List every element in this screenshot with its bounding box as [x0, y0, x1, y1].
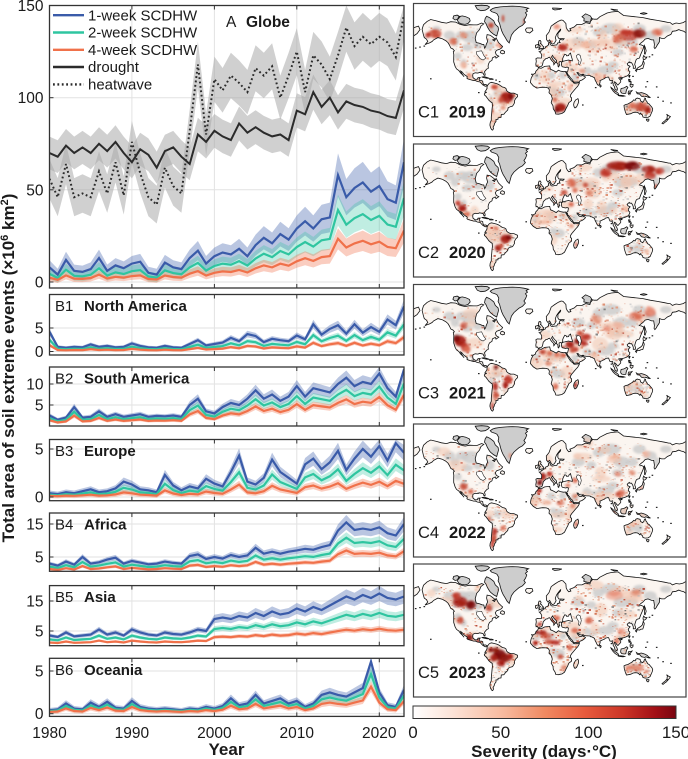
svg-text:0: 0	[408, 723, 417, 742]
svg-text:0: 0	[35, 275, 44, 292]
svg-text:2000: 2000	[197, 725, 232, 742]
svg-text:1990: 1990	[115, 725, 150, 742]
svg-text:Severity (days·°C): Severity (days·°C)	[471, 742, 617, 759]
svg-text:15: 15	[26, 517, 43, 534]
svg-text:1980: 1980	[32, 725, 67, 742]
svg-text:0: 0	[35, 344, 44, 361]
svg-text:B4: B4	[55, 517, 73, 534]
svg-text:10: 10	[26, 377, 44, 394]
svg-text:5: 5	[35, 664, 44, 681]
svg-text:2-week SCDHW: 2-week SCDHW	[88, 25, 198, 42]
svg-text:2019: 2019	[449, 104, 486, 122]
svg-text:heatwave: heatwave	[88, 77, 152, 94]
svg-text:4-week SCDHW: 4-week SCDHW	[88, 42, 198, 59]
svg-text:5: 5	[35, 550, 44, 567]
svg-text:C2: C2	[418, 244, 439, 262]
svg-text:C3: C3	[418, 385, 439, 403]
svg-text:C1: C1	[418, 104, 439, 122]
svg-text:Total area of soil extreme eve: Total area of soil extreme events (×106 …	[0, 194, 18, 543]
svg-text:C5: C5	[418, 664, 439, 682]
svg-text:0: 0	[35, 490, 44, 507]
svg-text:5: 5	[35, 624, 44, 641]
svg-text:0: 0	[35, 706, 44, 723]
svg-text:South America: South America	[84, 371, 190, 388]
svg-text:Oceania: Oceania	[84, 662, 143, 679]
svg-text:15: 15	[26, 594, 43, 611]
svg-text:B2: B2	[55, 371, 73, 388]
svg-text:B5: B5	[55, 589, 73, 606]
svg-text:150: 150	[18, 0, 44, 15]
svg-text:2021: 2021	[449, 385, 486, 403]
svg-text:100: 100	[574, 723, 602, 742]
svg-text:Europe: Europe	[84, 443, 136, 460]
svg-text:drought: drought	[88, 59, 140, 76]
svg-text:B3: B3	[55, 443, 73, 460]
svg-text:50: 50	[491, 723, 510, 742]
svg-text:5: 5	[35, 398, 44, 415]
svg-text:Africa: Africa	[84, 517, 127, 534]
svg-text:North America: North America	[84, 298, 187, 315]
svg-text:5: 5	[35, 321, 44, 338]
svg-text:2010: 2010	[280, 725, 315, 742]
svg-text:100: 100	[18, 90, 44, 107]
svg-text:2020: 2020	[449, 244, 486, 262]
svg-text:C4: C4	[418, 524, 439, 542]
svg-text:Year: Year	[209, 740, 245, 759]
svg-text:150: 150	[662, 723, 688, 742]
svg-text:2023: 2023	[449, 664, 486, 682]
svg-text:50: 50	[26, 182, 44, 199]
svg-text:Globe: Globe	[246, 14, 290, 31]
svg-text:B6: B6	[55, 662, 73, 679]
svg-text:Asia: Asia	[84, 589, 116, 606]
svg-text:B1: B1	[55, 298, 73, 315]
svg-text:2020: 2020	[362, 725, 397, 742]
svg-text:1-week SCDHW: 1-week SCDHW	[88, 7, 198, 24]
svg-text:5: 5	[35, 442, 44, 459]
svg-text:A: A	[226, 14, 237, 31]
svg-text:2022: 2022	[449, 524, 486, 542]
